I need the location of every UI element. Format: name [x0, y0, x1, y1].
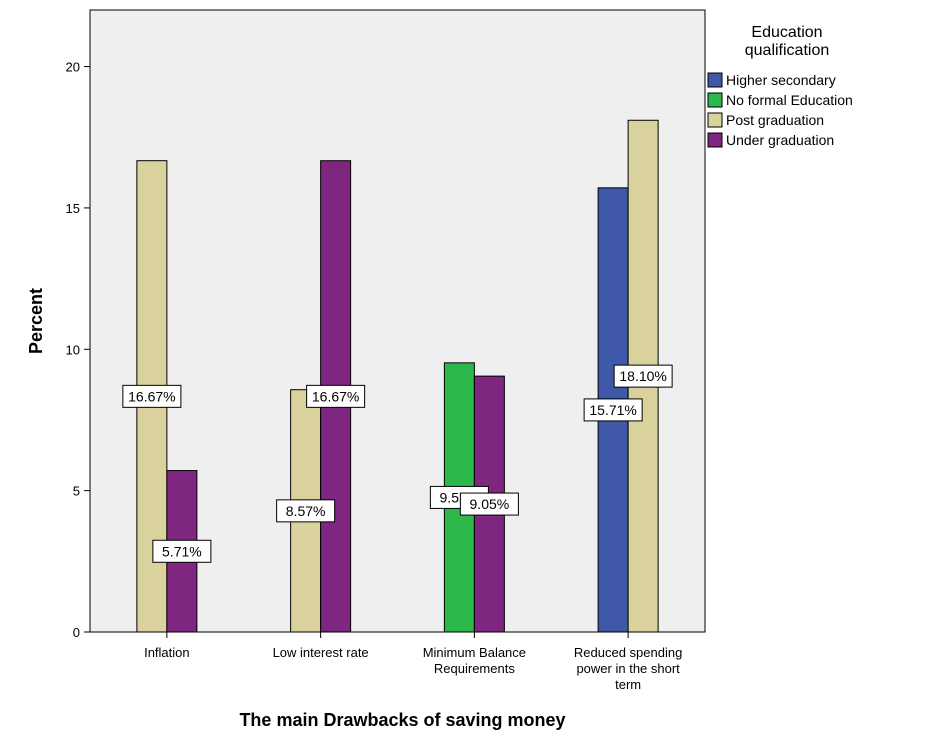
data-label: 18.10% [613, 364, 673, 388]
legend-swatch [707, 132, 723, 148]
legend-swatch [707, 72, 723, 88]
legend-item: No formal Education [707, 92, 853, 108]
legend-title: Education qualification [745, 24, 830, 59]
legend-item: Post graduation [707, 112, 824, 128]
data-label-box [613, 364, 673, 388]
data-labels: 16.67%5.71%8.57%16.67%9.52%9.05%15.71%18… [122, 364, 673, 563]
y-tick-label: 10 [66, 342, 80, 357]
legend-item: Higher secondary [707, 72, 836, 88]
legend-label: Post graduation [726, 112, 824, 128]
data-label-box [306, 384, 366, 408]
y-tick-label: 0 [73, 625, 80, 640]
data-label-text: 9.05% [470, 496, 510, 512]
data-label: 16.67% [122, 384, 182, 408]
data-label: 8.57% [276, 499, 336, 523]
legend-label: Under graduation [726, 132, 834, 148]
data-label-box [459, 492, 519, 516]
y-tick-label: 20 [66, 60, 80, 75]
y-tick-label: 5 [73, 484, 80, 499]
data-label-box [152, 539, 212, 563]
y-axis-title: Percent [26, 288, 46, 354]
data-label-text: 15.71% [589, 402, 636, 418]
x-tick-label: Minimum Balance Requirements [423, 645, 526, 676]
legend-item: Under graduation [707, 132, 834, 148]
x-tick-label: Inflation [144, 645, 190, 660]
y-tick-label: 15 [66, 201, 80, 216]
data-label-box [583, 398, 643, 422]
legend-label: Higher secondary [726, 72, 836, 88]
data-label-text: 5.71% [162, 543, 202, 559]
data-label-text: 8.57% [286, 503, 326, 519]
y-axis: 0 5 10 15 20 [66, 10, 91, 640]
legend: Education qualification Higher secondary No… [707, 24, 853, 148]
data-label-box [276, 499, 336, 523]
data-label-text: 16.67% [128, 388, 175, 404]
data-label: 15.71% [583, 398, 643, 422]
x-tick-label: Low interest rate [273, 645, 369, 660]
x-tick-label: Reduced spending power in the short term [574, 645, 682, 692]
data-label: 5.71% [152, 539, 212, 563]
data-label-text: 18.10% [619, 368, 666, 384]
data-label-text: 16.67% [312, 388, 359, 404]
legend-swatch [707, 92, 723, 108]
data-label: 16.67% [306, 384, 366, 408]
legend-label: No formal Education [726, 92, 853, 108]
legend-swatch [707, 112, 723, 128]
x-axis: Inflation Low interest rate Minimum Balanc… [90, 631, 705, 692]
x-axis-title: The main Drawbacks of saving money [239, 710, 565, 730]
data-label: 9.05% [459, 492, 519, 516]
data-label-box [122, 384, 182, 408]
